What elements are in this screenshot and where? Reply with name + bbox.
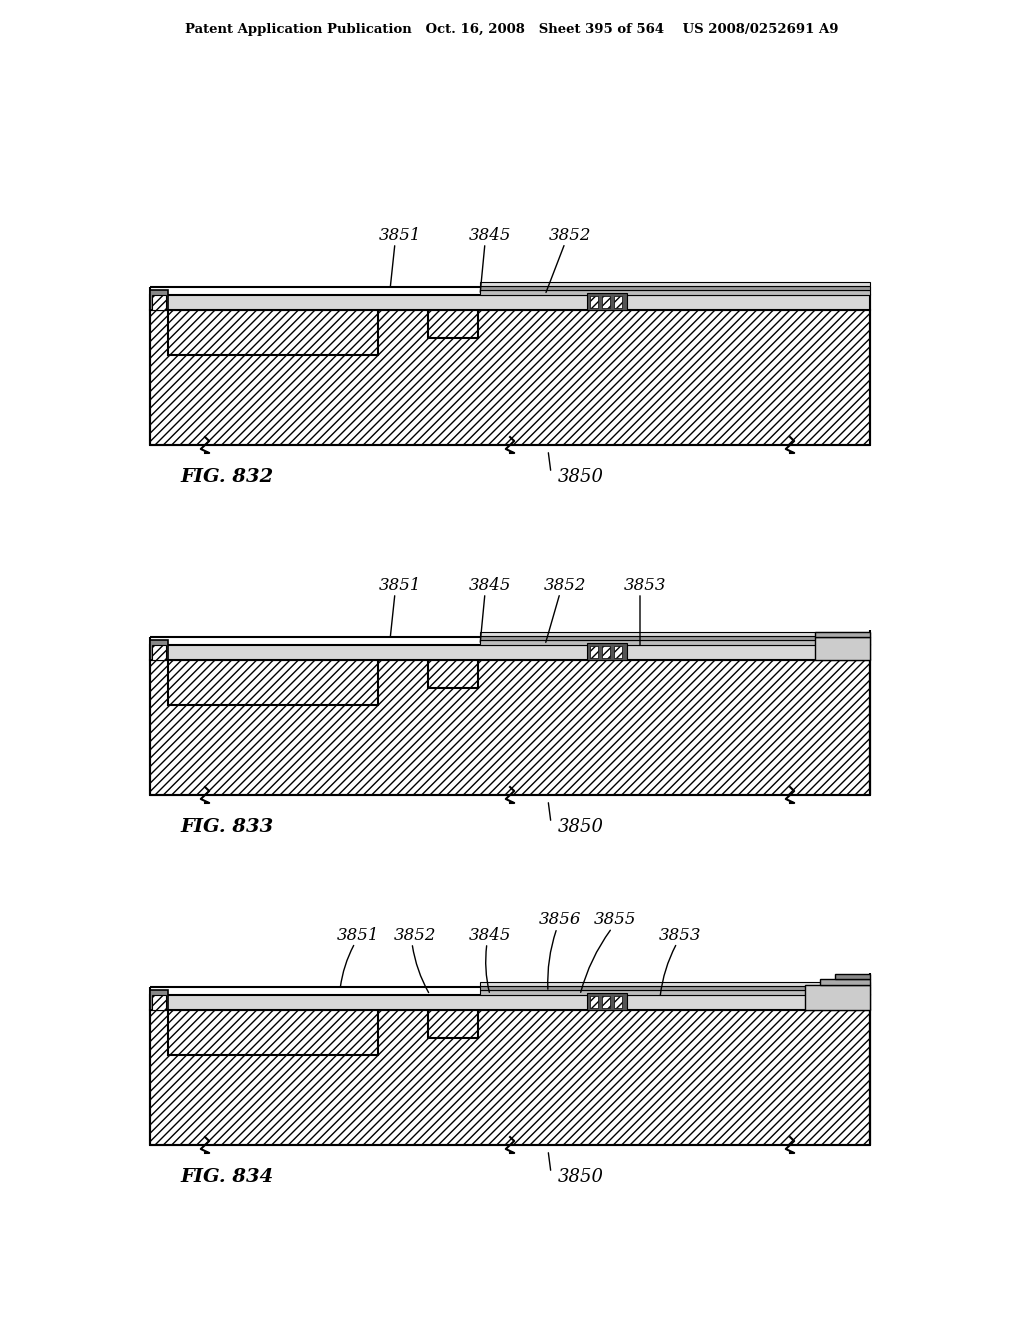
Bar: [815, 632, 870, 638]
Bar: [150, 294, 870, 310]
Bar: [587, 993, 627, 1010]
Text: 3852: 3852: [544, 577, 587, 594]
Bar: [150, 645, 870, 660]
Text: 3845: 3845: [469, 577, 511, 594]
Bar: [480, 636, 870, 640]
Bar: [152, 294, 166, 310]
Text: 3852: 3852: [394, 927, 436, 944]
Text: FIG. 834: FIG. 834: [180, 1168, 273, 1185]
Text: 3852: 3852: [549, 227, 591, 243]
Bar: [168, 660, 378, 705]
Bar: [820, 979, 870, 985]
Text: 3855: 3855: [594, 912, 636, 928]
Bar: [480, 640, 870, 645]
Bar: [428, 1010, 478, 1038]
Text: 3851: 3851: [337, 927, 379, 944]
Bar: [480, 986, 870, 990]
Bar: [805, 985, 870, 1010]
Bar: [614, 997, 622, 1008]
Bar: [150, 1010, 870, 1144]
Text: 3850: 3850: [558, 818, 604, 836]
Text: 3850: 3850: [558, 1168, 604, 1185]
Bar: [168, 310, 378, 355]
Bar: [590, 997, 598, 1008]
Bar: [480, 286, 870, 290]
Bar: [587, 293, 627, 310]
Text: 3850: 3850: [558, 469, 604, 486]
Bar: [150, 660, 870, 795]
Bar: [602, 997, 610, 1008]
Bar: [614, 645, 622, 657]
Bar: [590, 645, 598, 657]
Text: Patent Application Publication   Oct. 16, 2008   Sheet 395 of 564    US 2008/025: Patent Application Publication Oct. 16, …: [185, 24, 839, 37]
Bar: [150, 995, 870, 1010]
Bar: [480, 282, 870, 286]
Bar: [587, 643, 627, 660]
Bar: [150, 990, 168, 1010]
Bar: [150, 290, 168, 310]
Text: 3856: 3856: [539, 912, 582, 928]
Bar: [428, 310, 478, 338]
Bar: [590, 296, 598, 308]
Bar: [815, 638, 870, 660]
Text: 3853: 3853: [658, 927, 701, 944]
Text: 3851: 3851: [379, 227, 421, 243]
Bar: [480, 632, 870, 636]
Bar: [152, 995, 166, 1010]
Bar: [152, 645, 166, 660]
Text: 3851: 3851: [379, 577, 421, 594]
Bar: [602, 645, 610, 657]
Text: 3845: 3845: [469, 227, 511, 243]
Bar: [835, 974, 870, 979]
Text: FIG. 832: FIG. 832: [180, 469, 273, 486]
Bar: [480, 290, 870, 294]
Bar: [480, 982, 870, 986]
Bar: [480, 990, 870, 995]
Text: 3845: 3845: [469, 927, 511, 944]
Bar: [150, 310, 870, 445]
Bar: [150, 640, 168, 660]
Bar: [602, 296, 610, 308]
Bar: [428, 660, 478, 688]
Text: 3853: 3853: [624, 577, 667, 594]
Text: FIG. 833: FIG. 833: [180, 818, 273, 836]
Bar: [614, 296, 622, 308]
Bar: [168, 1010, 378, 1055]
